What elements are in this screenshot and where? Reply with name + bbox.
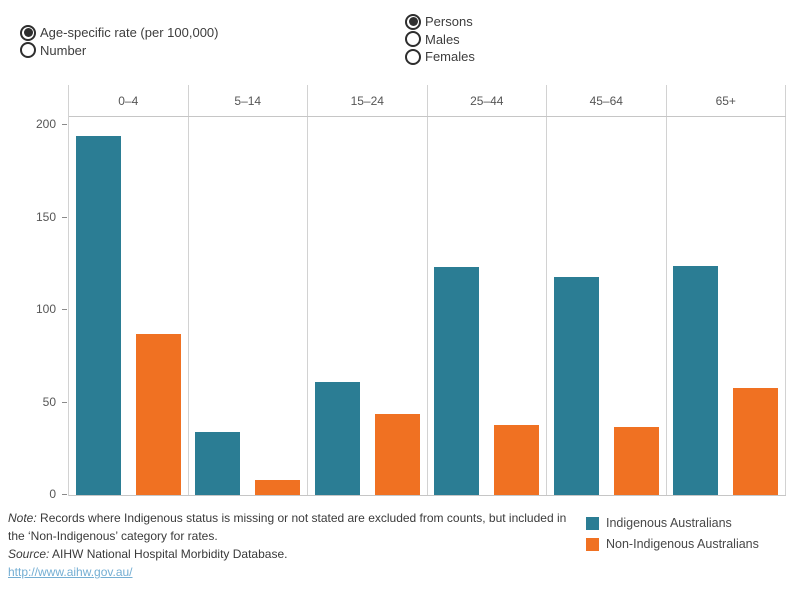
radio-option-label: Number bbox=[40, 42, 87, 58]
source-link[interactable]: http://www.aihw.gov.au/ bbox=[8, 565, 133, 579]
radio-unselected-icon[interactable] bbox=[20, 42, 36, 59]
bar-chart: 0–4 5–14 15–24 25–44 45–64 65+ bbox=[68, 85, 786, 496]
radio-option-label: Males bbox=[425, 31, 460, 47]
bar-non-indigenous-australians[interactable] bbox=[494, 424, 540, 495]
chart-column bbox=[428, 117, 547, 495]
bar-indigenous-australians[interactable] bbox=[673, 265, 719, 495]
y-tick-mark bbox=[62, 309, 67, 310]
chart-column bbox=[667, 117, 786, 495]
y-tick-label: 200 bbox=[35, 117, 56, 131]
radio-unselected-icon[interactable] bbox=[405, 31, 421, 48]
y-tick-mark bbox=[62, 216, 67, 218]
legend-item-non-indigenous-australians[interactable]: Non-Indigenous Australians bbox=[586, 537, 759, 551]
column-header: 0–4 bbox=[69, 85, 189, 116]
radio-option-label: Age-specific rate (per 100,000) bbox=[40, 25, 219, 41]
column-header: 25–44 bbox=[428, 85, 547, 116]
chart-column bbox=[547, 117, 667, 495]
bar-indigenous-australians[interactable] bbox=[553, 276, 599, 495]
bar-indigenous-australians[interactable] bbox=[434, 267, 480, 495]
y-tick-mark bbox=[62, 494, 67, 495]
footer-notes: Note: Records where Indigenous status is… bbox=[8, 509, 578, 581]
radio-selected-icon[interactable] bbox=[405, 13, 421, 30]
legend-swatch-icon bbox=[586, 537, 599, 551]
column-header: 5–14 bbox=[189, 85, 308, 116]
radio-option-males[interactable]: Males bbox=[405, 31, 475, 49]
y-tick-label: 150 bbox=[35, 209, 56, 224]
bar-non-indigenous-australians[interactable] bbox=[613, 426, 659, 495]
y-tick-label: 0 bbox=[49, 487, 56, 501]
radio-selected-icon[interactable] bbox=[20, 24, 36, 41]
chart-column bbox=[69, 117, 189, 495]
column-header: 15–24 bbox=[308, 85, 428, 116]
source-prefix: Source: bbox=[8, 547, 50, 561]
legend-swatch-icon bbox=[586, 516, 599, 530]
legend-item-indigenous-australians[interactable]: Indigenous Australians bbox=[586, 516, 759, 530]
bar-non-indigenous-australians[interactable] bbox=[374, 413, 420, 495]
radio-option-persons[interactable]: Persons bbox=[405, 13, 475, 31]
plot-area bbox=[69, 117, 786, 496]
bar-indigenous-australians[interactable] bbox=[314, 382, 360, 495]
chart-column bbox=[189, 117, 308, 495]
chart-column bbox=[308, 117, 428, 495]
legend-label: Indigenous Australians bbox=[606, 516, 732, 530]
bar-non-indigenous-australians[interactable] bbox=[135, 334, 181, 495]
bar-indigenous-australians[interactable] bbox=[75, 136, 121, 495]
legend-label: Non-Indigenous Australians bbox=[606, 537, 759, 551]
y-tick-mark bbox=[62, 401, 67, 403]
column-headers: 0–4 5–14 15–24 25–44 45–64 65+ bbox=[69, 85, 786, 117]
legend: Indigenous Australians Non-Indigenous Aus… bbox=[586, 516, 759, 551]
radio-option-label: Females bbox=[425, 49, 475, 65]
bar-indigenous-australians[interactable] bbox=[195, 432, 241, 495]
population-radio-group: Persons Males Females bbox=[405, 13, 475, 66]
y-tick-label: 50 bbox=[42, 394, 56, 409]
y-tick-label: 100 bbox=[35, 302, 56, 316]
radio-option-age-specific-rate-per-100-000[interactable]: Age-specific rate (per 100,000) bbox=[20, 24, 218, 42]
bar-non-indigenous-australians[interactable] bbox=[733, 387, 779, 495]
radio-option-number[interactable]: Number bbox=[20, 42, 218, 60]
y-axis: 0 50 100 150 200 bbox=[0, 0, 68, 600]
radio-option-females[interactable]: Females bbox=[405, 48, 475, 66]
column-header: 45–64 bbox=[547, 85, 667, 116]
radio-unselected-icon[interactable] bbox=[405, 48, 421, 65]
note-text: Note: Records where Indigenous status is… bbox=[8, 511, 567, 543]
column-header: 65+ bbox=[667, 85, 786, 116]
bar-non-indigenous-australians[interactable] bbox=[255, 480, 301, 495]
measure-radio-group: Age-specific rate (per 100,000) Number bbox=[20, 24, 218, 59]
y-tick-mark bbox=[62, 124, 67, 125]
note-prefix: Note: bbox=[8, 511, 37, 525]
radio-option-label: Persons bbox=[425, 14, 473, 30]
source-text: Source: AIHW National Hospital Morbidity… bbox=[8, 547, 288, 561]
